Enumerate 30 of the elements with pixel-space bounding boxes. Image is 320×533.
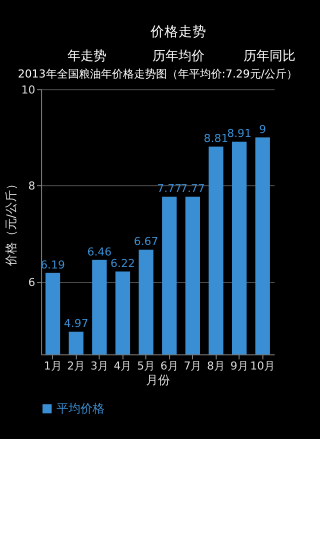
data-label: 4.97 bbox=[64, 317, 88, 330]
text: 年走势 bbox=[67, 48, 106, 64]
x-axis-title: 月份 bbox=[146, 373, 170, 388]
data-label: 6.67 bbox=[134, 235, 158, 248]
x-tick-label: 6月 bbox=[160, 359, 178, 372]
x-tick-label: 3月 bbox=[90, 359, 108, 372]
data-label: 6.22 bbox=[110, 256, 135, 270]
data-label: 8.91 bbox=[227, 127, 252, 140]
chart-title: 2013年全国粮油年价格走势图（年平均价:7.29元/公斤） bbox=[18, 67, 298, 80]
y-tick-label: 10 bbox=[21, 83, 36, 96]
text: 价格走势 bbox=[149, 24, 206, 40]
y-tick-label: 6 bbox=[28, 276, 36, 290]
x-tick-label: 2月 bbox=[67, 359, 86, 372]
y-axis-title: 价格（元/公斤） bbox=[4, 178, 18, 268]
y-tick-label: 8 bbox=[28, 180, 36, 193]
data-label: 6.46 bbox=[87, 245, 112, 258]
data-label: 7.77 bbox=[180, 182, 205, 196]
data-label: 7.77 bbox=[157, 182, 182, 196]
x-tick-label: 5月 bbox=[137, 359, 156, 372]
data-label: 8.81 bbox=[204, 132, 228, 146]
x-tick-label: 1月 bbox=[44, 359, 62, 372]
x-tick-label: 8月 bbox=[207, 359, 225, 372]
x-tick-label: 9月 bbox=[230, 359, 248, 372]
text: 历年同比 bbox=[244, 48, 296, 64]
legend-label: 平均价格 bbox=[56, 401, 105, 416]
data-label: 9 bbox=[259, 122, 266, 136]
text: 历年均价 bbox=[152, 48, 204, 64]
x-tick-label: 10月 bbox=[250, 359, 276, 372]
x-tick-label: 7月 bbox=[184, 359, 202, 372]
x-tick-label: 4月 bbox=[114, 359, 132, 372]
